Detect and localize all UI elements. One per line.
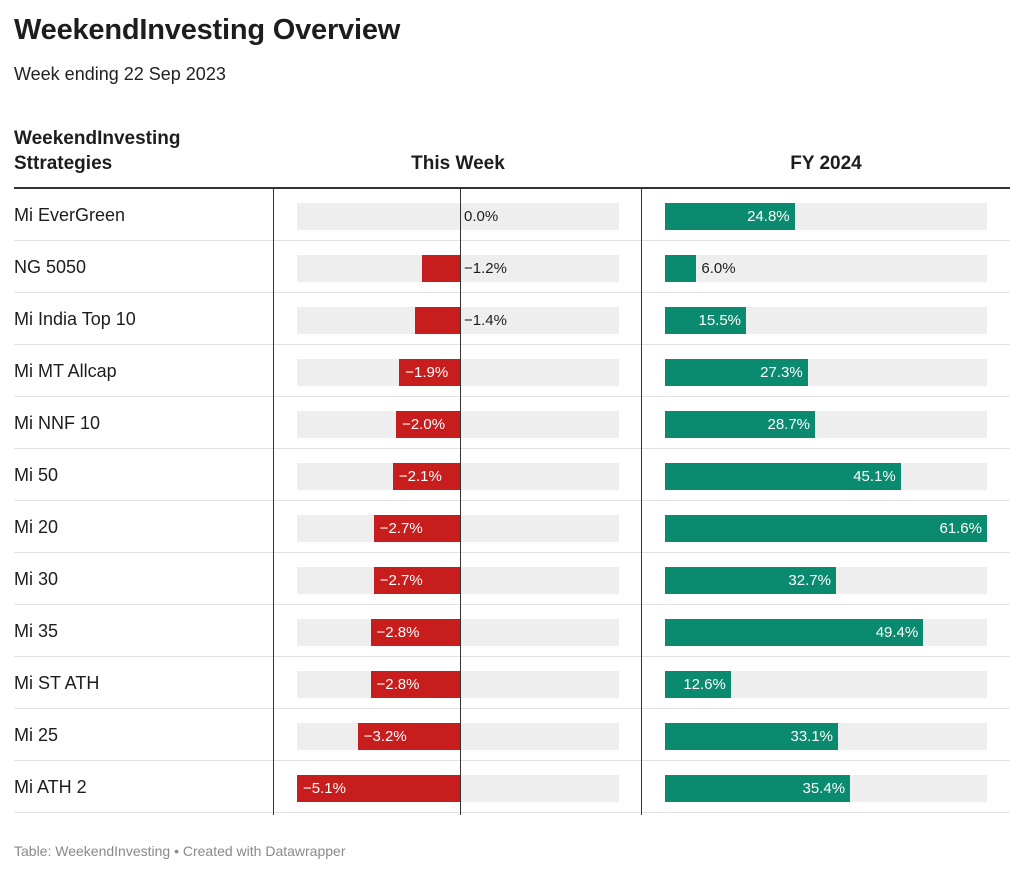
table-row[interactable]: Mi ST ATH −2.8% 12.6% [14, 657, 1010, 709]
strategy-name: Mi 50 [14, 465, 59, 485]
fy-bar [665, 203, 795, 230]
row-separator [14, 240, 1010, 241]
this-week-bar [399, 359, 460, 386]
this-week-bar-track [297, 203, 619, 230]
row-separator [14, 344, 1010, 345]
this-week-bar [297, 775, 460, 802]
fy-value-label: 35.4% [802, 780, 846, 797]
this-week-bar [396, 411, 460, 438]
fy-bar [665, 671, 731, 698]
this-week-bar [373, 515, 460, 542]
fy-value-label: 6.0% [701, 260, 736, 277]
fy-value-label: 61.6% [939, 520, 982, 537]
this-week-value-label: −1.9% [405, 364, 449, 381]
column-header-this-week[interactable]: This Week [411, 153, 505, 174]
this-week-bar [370, 619, 460, 646]
this-week-value-label: −2.8% [376, 624, 420, 641]
column-header-strategies[interactable]: WeekendInvesting Sttrategies [14, 126, 254, 176]
fy-value-label: 45.1% [853, 468, 896, 485]
fy-value-label: 49.4% [875, 624, 919, 641]
strategy-name: Mi 20 [14, 517, 59, 537]
fy-bar [665, 619, 924, 646]
fy-bar [665, 359, 808, 386]
table-row[interactable]: Mi ATH 2 −5.1% 35.4% [14, 761, 1010, 813]
table-row[interactable]: Mi 35 −2.8% 49.4% [14, 605, 1010, 657]
this-week-zero-axis [460, 189, 461, 815]
fy-bar [665, 463, 901, 490]
row-separator [14, 708, 1010, 709]
strategy-name: Mi India Top 10 [14, 309, 136, 329]
row-separator [14, 604, 1010, 605]
fy-value-label: 12.6% [683, 676, 726, 693]
fy-value-label: 24.8% [747, 208, 790, 225]
strategy-name: Mi 25 [14, 725, 59, 745]
fy-bar [665, 567, 836, 594]
this-week-bar [357, 723, 460, 750]
this-week-value-label: −2.0% [402, 416, 446, 433]
table-row[interactable]: Mi 20 −2.7% 61.6% [14, 501, 1010, 553]
fy-bar [665, 723, 839, 750]
row-separator [14, 396, 1010, 397]
chart-title: WeekendInvesting Overview [14, 14, 401, 46]
this-week-bar [415, 307, 460, 334]
this-week-value-label: −2.1% [398, 468, 442, 485]
table-row[interactable]: Mi 25 −3.2% 33.1% [14, 709, 1010, 761]
strategy-name: Mi 35 [14, 621, 59, 641]
this-week-value-label: −1.4% [464, 312, 507, 329]
table-row[interactable]: Mi 50 −2.1% 45.1% [14, 449, 1010, 501]
this-week-value-label: −2.8% [376, 676, 420, 693]
this-week-value-label: 0.0% [464, 208, 499, 225]
row-separator [14, 448, 1010, 449]
this-week-bar [373, 567, 460, 594]
this-week-value-label: −1.2% [464, 260, 507, 277]
row-separator [14, 812, 1010, 813]
row-separator [14, 292, 1010, 293]
header-divider [14, 187, 1010, 189]
row-separator [14, 552, 1010, 553]
fy-value-label: 33.1% [790, 728, 834, 745]
table-row[interactable]: Mi India Top 10 −1.4% 15.5% [14, 293, 1010, 345]
this-week-bar [392, 463, 460, 490]
fy-bar [665, 411, 816, 438]
this-week-value-label: −2.7% [379, 572, 423, 589]
strategy-name: Mi MT Allcap [14, 361, 117, 381]
this-week-value-label: −3.2% [363, 728, 407, 745]
row-separator [14, 760, 1010, 761]
fy-bar-track [665, 255, 987, 282]
row-separator [14, 656, 1010, 657]
table-row[interactable]: Mi NNF 10 −2.0% 28.7% [14, 397, 1010, 449]
strategy-name: Mi 30 [14, 569, 59, 589]
this-week-value-label: −5.1% [303, 780, 346, 797]
row-separator [14, 500, 1010, 501]
fy-value-label: 15.5% [698, 312, 742, 329]
fy-bar [665, 775, 851, 802]
fy-bar [665, 515, 987, 542]
strategy-name: Mi NNF 10 [14, 413, 101, 433]
fy-value-label: 28.7% [767, 416, 811, 433]
this-week-value-label: −2.7% [379, 520, 423, 537]
strategy-name: Mi ATH 2 [14, 777, 87, 797]
table-row[interactable]: Mi MT Allcap −1.9% 27.3% [14, 345, 1010, 397]
chart-subtitle: Week ending 22 Sep 2023 [14, 64, 226, 84]
column-header-strategies-line2: Sttrategies [14, 153, 113, 174]
fy-value-label: 27.3% [760, 364, 803, 381]
column-divider-name [273, 189, 274, 815]
strategy-name: NG 5050 [14, 257, 87, 277]
table-row[interactable]: NG 5050 −1.2% 6.0% [14, 241, 1010, 293]
column-header-strategies-line1: WeekendInvesting [14, 128, 181, 149]
strategy-name: Mi ST ATH [14, 673, 100, 693]
this-week-bar [370, 671, 460, 698]
table-row[interactable]: Mi EverGreen 0.0% 24.8% [14, 189, 1010, 241]
strategy-name: Mi EverGreen [14, 205, 126, 225]
column-header-fy-2024[interactable]: FY 2024 [790, 153, 862, 174]
column-divider-this-week [641, 189, 642, 815]
fy-bar [665, 307, 747, 334]
this-week-bar [421, 255, 460, 282]
fy-value-label: 32.7% [788, 572, 831, 589]
footer-credit: Table: WeekendInvesting • Created with D… [14, 843, 346, 859]
table-row[interactable]: Mi 30 −2.7% 32.7% [14, 553, 1010, 605]
fy-bar [665, 255, 697, 282]
